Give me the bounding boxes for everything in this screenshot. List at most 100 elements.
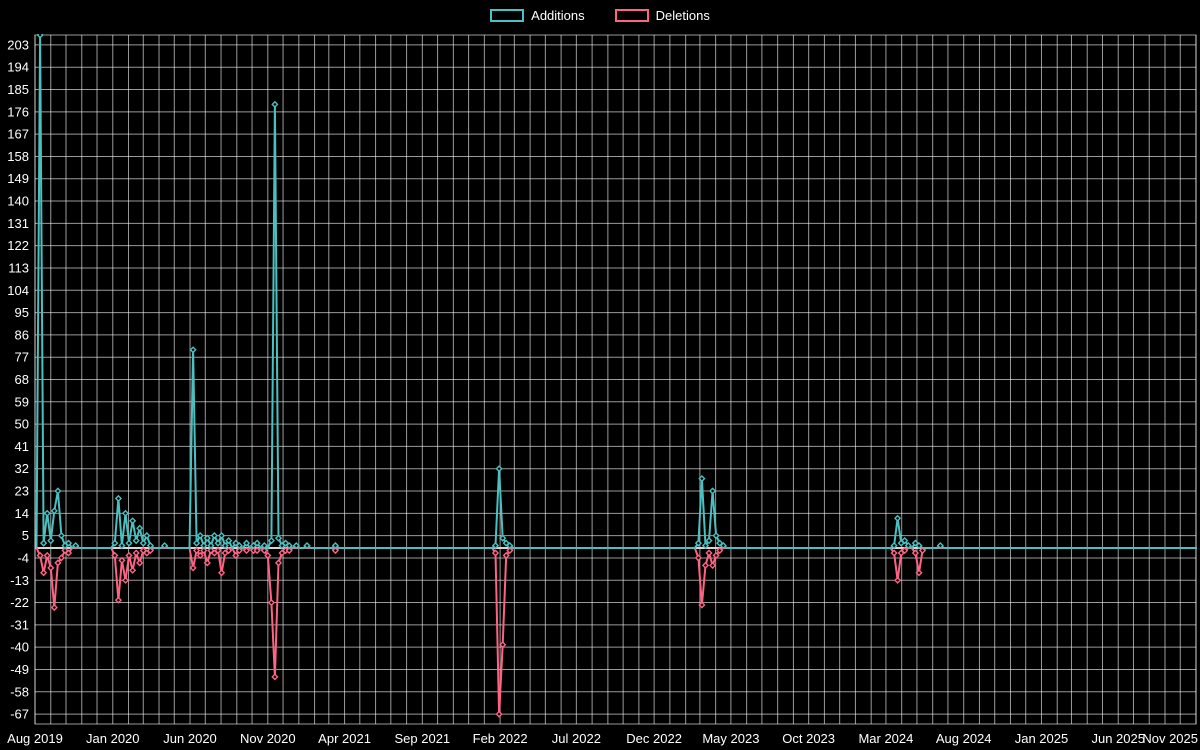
y-tick-label: -49 bbox=[10, 662, 29, 677]
y-tick-label: 122 bbox=[7, 238, 29, 253]
legend-item-deletions[interactable]: Deletions bbox=[614, 8, 710, 23]
y-tick-label: 59 bbox=[15, 394, 29, 409]
deletions-point-marker bbox=[111, 551, 119, 560]
y-tick-label: 86 bbox=[15, 327, 29, 342]
deletions-point-marker bbox=[218, 569, 226, 577]
additions-point-marker bbox=[200, 542, 208, 550]
deletions-point-marker bbox=[506, 546, 514, 555]
x-tick-label: Oct 2023 bbox=[782, 731, 835, 746]
deletions-point-marker bbox=[242, 546, 251, 555]
additions-point-marker bbox=[64, 539, 73, 547]
additions-point-marker bbox=[901, 537, 909, 545]
deletions-point-marker bbox=[267, 599, 275, 607]
x-tick-label: Jan 2020 bbox=[86, 731, 140, 746]
deletions-point-marker bbox=[901, 546, 909, 555]
x-tick-label: May 2023 bbox=[702, 731, 759, 746]
additions-point-marker bbox=[72, 542, 80, 550]
series-markers bbox=[36, 34, 944, 718]
y-tick-label: 23 bbox=[15, 484, 29, 499]
legend-item-additions[interactable]: Additions bbox=[490, 8, 585, 23]
deletions-point-marker bbox=[146, 546, 154, 555]
deletions-point-marker bbox=[203, 559, 211, 567]
additions-point-marker bbox=[221, 542, 229, 550]
x-tick-label: Feb 2022 bbox=[473, 731, 528, 746]
additions-point-marker bbox=[274, 534, 283, 542]
additions-point-marker bbox=[253, 539, 261, 547]
additions-point-marker bbox=[904, 542, 912, 550]
deletions-point-marker bbox=[139, 546, 147, 555]
additions-point-marker bbox=[129, 517, 137, 525]
additions-point-marker bbox=[161, 542, 169, 550]
additions-line bbox=[35, 34, 1197, 549]
x-tick-label: Mar 2024 bbox=[858, 731, 913, 746]
additions-point-marker bbox=[218, 532, 226, 540]
y-tick-label: 203 bbox=[7, 37, 29, 52]
additions-point-marker bbox=[502, 539, 510, 547]
deletions-point-marker bbox=[193, 546, 201, 555]
deletions-point-marker bbox=[47, 564, 55, 572]
deletions-legend-label: Deletions bbox=[655, 8, 710, 23]
deletions-point-marker bbox=[189, 564, 197, 572]
chart-legend: Additions Deletions bbox=[0, 8, 1200, 23]
additions-point-marker bbox=[225, 537, 233, 545]
deletions-point-marker bbox=[50, 603, 58, 612]
y-tick-label: 104 bbox=[7, 283, 29, 298]
additions-point-marker bbox=[271, 100, 279, 108]
additions-point-marker bbox=[282, 539, 290, 547]
deletions-point-marker bbox=[894, 576, 902, 584]
y-tick-label: 131 bbox=[7, 216, 29, 231]
deletions-point-marker bbox=[54, 559, 62, 567]
y-tick-label: 77 bbox=[15, 350, 29, 365]
deletions-point-marker bbox=[694, 554, 702, 562]
y-tick-label: 5 bbox=[22, 528, 29, 543]
additions-point-marker bbox=[36, 34, 44, 39]
y-tick-label: -40 bbox=[10, 640, 29, 655]
deletions-point-marker bbox=[61, 546, 69, 555]
deletions-point-marker bbox=[712, 551, 720, 560]
deletions-point-marker bbox=[253, 546, 261, 555]
y-tick-label: 41 bbox=[15, 439, 29, 454]
additions-point-marker bbox=[43, 509, 51, 517]
deletions-point-marker bbox=[114, 596, 122, 604]
y-tick-label: 149 bbox=[7, 171, 29, 186]
deletions-point-marker bbox=[232, 551, 240, 560]
additions-point-marker bbox=[207, 542, 215, 550]
deletions-point-marker bbox=[225, 546, 233, 555]
additions-point-marker bbox=[54, 487, 62, 495]
additions-point-marker bbox=[701, 542, 710, 550]
y-tick-label: 50 bbox=[15, 417, 29, 432]
plot-border bbox=[34, 34, 1197, 725]
x-tick-label: Apr 2021 bbox=[318, 731, 371, 746]
deletions-point-marker bbox=[271, 673, 279, 681]
additions-point-marker bbox=[915, 542, 923, 550]
deletions-point-marker bbox=[502, 551, 510, 560]
additions-point-marker bbox=[911, 539, 919, 547]
x-tick-label: Jun 2025 bbox=[1091, 731, 1145, 746]
deletions-point-marker bbox=[260, 546, 268, 555]
additions-point-marker bbox=[193, 539, 201, 547]
deletions-point-marker bbox=[64, 549, 73, 557]
additions-point-marker bbox=[121, 509, 130, 517]
y-tick-label: -67 bbox=[10, 707, 29, 722]
additions-point-marker bbox=[705, 537, 713, 545]
x-tick-label: Jan 2025 bbox=[1015, 731, 1069, 746]
deletions-point-marker bbox=[915, 569, 923, 577]
additions-point-marker bbox=[894, 514, 902, 522]
additions-point-marker bbox=[57, 532, 65, 540]
additions-point-marker bbox=[111, 539, 119, 547]
deletions-point-marker bbox=[196, 551, 204, 560]
x-tick-label: Aug 2019 bbox=[7, 731, 63, 746]
additions-point-marker bbox=[303, 542, 311, 550]
additions-point-marker bbox=[40, 539, 48, 547]
additions-point-marker bbox=[232, 539, 240, 547]
grid-lines bbox=[34, 35, 1197, 724]
y-tick-label: 68 bbox=[15, 372, 29, 387]
deletions-point-marker bbox=[125, 551, 133, 560]
x-tick-label: Nov 2020 bbox=[240, 731, 296, 746]
y-tick-label: -4 bbox=[17, 550, 29, 565]
deletions-point-marker bbox=[274, 559, 283, 567]
additions-point-marker bbox=[136, 524, 144, 532]
additions-point-marker bbox=[125, 539, 133, 547]
y-tick-label: 194 bbox=[7, 60, 29, 75]
deletions-point-marker bbox=[698, 601, 706, 609]
